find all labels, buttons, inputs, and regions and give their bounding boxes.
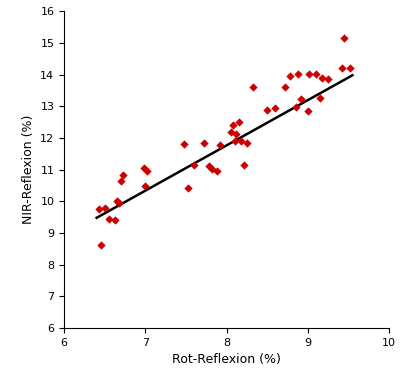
Point xyxy=(325,77,331,83)
Point xyxy=(118,178,124,184)
Point xyxy=(231,138,238,144)
Point xyxy=(120,172,127,178)
Point xyxy=(116,200,123,206)
Point xyxy=(111,217,118,223)
Point xyxy=(264,107,270,113)
Point xyxy=(101,205,108,211)
Point xyxy=(97,242,104,248)
Point xyxy=(339,65,345,71)
Point xyxy=(209,166,215,172)
Point xyxy=(287,73,293,79)
Point xyxy=(319,75,326,81)
Point xyxy=(298,97,304,103)
Point xyxy=(241,162,248,168)
Point xyxy=(272,105,278,111)
Point xyxy=(217,142,223,148)
X-axis label: Rot-Reflexion (%): Rot-Reflexion (%) xyxy=(172,353,281,366)
Point xyxy=(244,140,250,146)
Point xyxy=(184,185,191,191)
Point xyxy=(200,140,207,146)
Point xyxy=(191,162,197,168)
Point xyxy=(227,129,234,135)
Point xyxy=(317,95,323,101)
Point xyxy=(144,168,150,174)
Point xyxy=(282,84,288,90)
Point xyxy=(249,84,256,90)
Point xyxy=(292,104,299,110)
Y-axis label: NIR-Reflexion (%): NIR-Reflexion (%) xyxy=(22,115,35,224)
Point xyxy=(238,138,244,144)
Point xyxy=(230,122,236,128)
Point xyxy=(233,131,239,137)
Point xyxy=(347,65,353,71)
Point xyxy=(105,216,112,222)
Point xyxy=(114,198,120,204)
Point xyxy=(214,168,220,174)
Point xyxy=(142,183,148,189)
Point xyxy=(341,35,348,41)
Point xyxy=(181,141,188,147)
Point xyxy=(96,206,102,212)
Point xyxy=(235,119,242,125)
Point xyxy=(140,165,147,171)
Point xyxy=(205,164,212,170)
Point xyxy=(306,71,313,77)
Point xyxy=(313,71,319,77)
Point xyxy=(295,71,301,77)
Point xyxy=(304,108,311,114)
